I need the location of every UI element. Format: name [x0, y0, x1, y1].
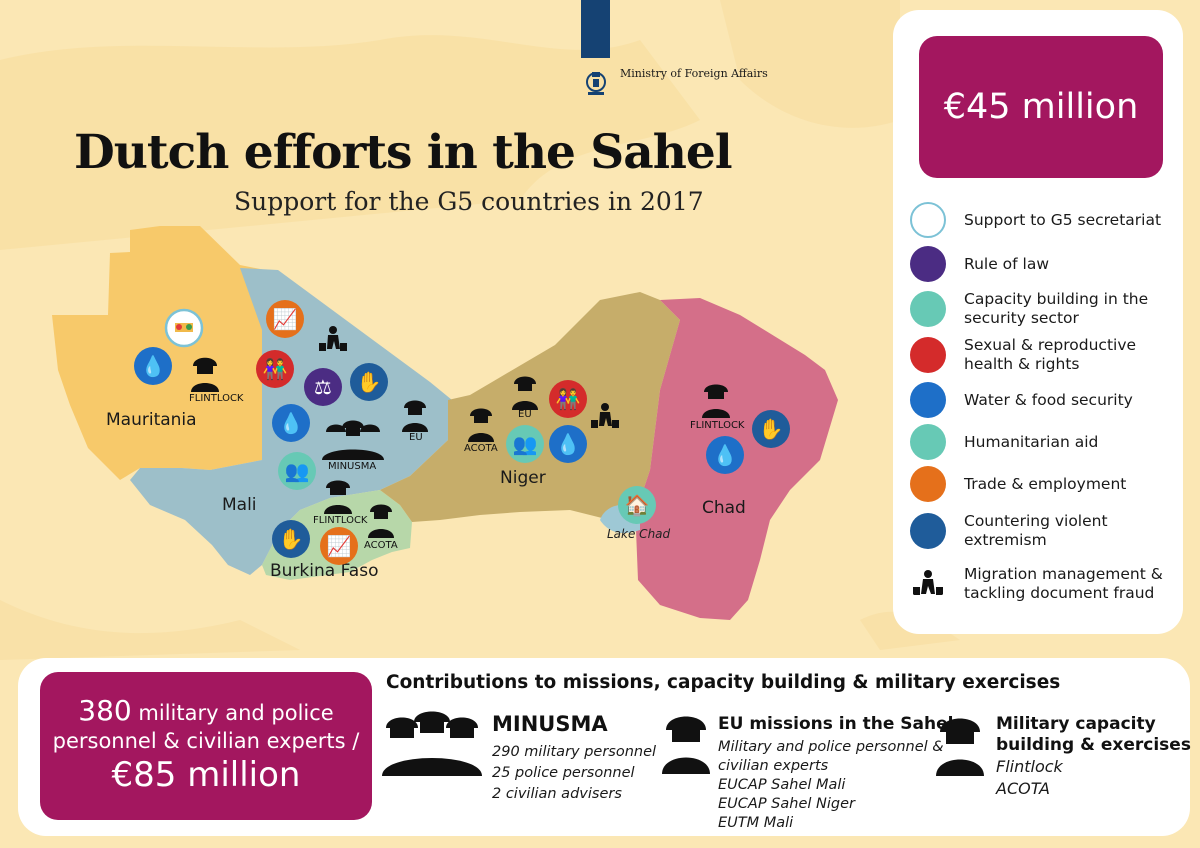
- legend-label: Capacity building in the security sector: [964, 290, 1149, 327]
- military-line: ACOTA: [996, 779, 1050, 798]
- soldier-nl-chad-icon: [702, 384, 730, 418]
- soldier-eu-icon: [402, 400, 428, 432]
- minusma-line: 290 military personnel: [492, 744, 657, 760]
- health-rights-icon: [910, 337, 946, 373]
- trade-chart-icon: [910, 466, 946, 502]
- water-drop-icon-mali[interactable]: 💧: [272, 404, 310, 442]
- personnel-box: 380 military and police personnel & civi…: [40, 672, 372, 820]
- page-subtitle: Support for the G5 countries in 2017: [234, 187, 704, 216]
- eu-line: EUTM Mali: [718, 815, 794, 831]
- personnel-number: 380: [78, 694, 132, 727]
- g5-sahel-logo-icon: [910, 202, 946, 238]
- legend-item-health[interactable]: Sexual & reproductive health & rights: [910, 336, 1190, 374]
- soldier-eu-icon: [662, 716, 710, 774]
- soldiers-un-group-icon: [322, 420, 384, 460]
- humanitarian-aid-icon: [910, 424, 946, 460]
- label-flintlock-burkina: FLINTLOCK: [313, 515, 368, 526]
- eu-line: civilian experts: [718, 758, 829, 774]
- trade-chart-icon[interactable]: 📈: [266, 300, 304, 338]
- humanitarian-aid-icon-map[interactable]: 🏠: [618, 486, 656, 524]
- legend-item-extremism[interactable]: Countering violent extremism: [910, 512, 1190, 550]
- label-eu-niger: EU: [518, 409, 532, 420]
- migration-traveller-icon[interactable]: [318, 325, 348, 355]
- label-eu-mali: EU: [409, 432, 423, 443]
- military-line: Flintlock: [996, 757, 1063, 776]
- countering-extremism-icon: [910, 513, 946, 549]
- eu-heading: EU missions in the Sahel: [718, 714, 954, 734]
- personnel-budget: €85 million: [111, 755, 301, 795]
- soldier-nl-icon: [191, 357, 219, 392]
- rule-of-law-icon[interactable]: ⚖: [304, 368, 342, 406]
- soldier-nl-burkina-icon: [324, 480, 352, 514]
- personnel-line1: military and police: [138, 701, 334, 725]
- legend-label: Migration management & tackling document…: [964, 565, 1163, 602]
- legend-label: Sexual & reproductive health & rights: [964, 336, 1137, 373]
- label-chad: Chad: [702, 498, 746, 518]
- ministry-crest-icon: [586, 72, 606, 95]
- label-acota-niger: ACOTA: [464, 443, 498, 454]
- g5-sahel-logo-icon[interactable]: [164, 308, 204, 348]
- military-heading-2: building & exercises: [996, 735, 1191, 755]
- legend-label: Humanitarian aid: [964, 432, 1099, 451]
- eu-line: EUCAP Sahel Mali: [718, 777, 846, 793]
- legend-label: Water & food security: [964, 390, 1133, 409]
- label-mali: Mali: [222, 495, 257, 515]
- soldier-eu-niger-icon: [512, 376, 538, 410]
- health-rights-icon-niger[interactable]: 👫: [549, 380, 587, 418]
- legend-label: Rule of law: [964, 254, 1050, 273]
- legend-label: Countering violent extremism: [964, 512, 1108, 549]
- capacity-building-icon-niger[interactable]: 👥: [506, 425, 544, 463]
- capacity-building-icon[interactable]: 👥: [278, 452, 316, 490]
- soldier-acota-burkina-icon: [368, 504, 394, 538]
- capacity-building-icon: [910, 291, 946, 327]
- eu-line: EUCAP Sahel Niger: [718, 796, 855, 812]
- trade-chart-icon-burkina[interactable]: 📈: [320, 527, 358, 565]
- label-minusma-map: MINUSMA: [328, 461, 377, 472]
- water-drop-icon: [910, 382, 946, 418]
- countering-extremism-icon-burkina[interactable]: ✋: [272, 520, 310, 558]
- label-mauritania: Mauritania: [106, 410, 197, 430]
- countering-extremism-icon[interactable]: ✋: [350, 363, 388, 401]
- countering-extremism-icon-chad[interactable]: ✋: [752, 410, 790, 448]
- legend-item-humanitarian[interactable]: Humanitarian aid: [910, 424, 1190, 460]
- minusma-line: 2 civilian advisers: [492, 786, 622, 802]
- soldier-acota-niger-icon: [468, 408, 494, 442]
- water-drop-icon-chad[interactable]: 💧: [706, 436, 744, 474]
- budget-box: €45 million: [919, 36, 1163, 178]
- rule-of-law-icon: [910, 246, 946, 282]
- label-flintlock-chad: FLINTLOCK: [690, 420, 745, 431]
- migration-traveller-icon-niger[interactable]: [590, 402, 620, 432]
- label-niger: Niger: [500, 468, 546, 488]
- label-burkina-faso: Burkina Faso: [270, 561, 379, 581]
- legend-item-rule-of-law[interactable]: Rule of law: [910, 246, 1190, 282]
- minusma-line: 25 police personnel: [492, 765, 635, 781]
- personnel-line2: personnel & civilian experts /: [52, 729, 360, 753]
- minusma-heading: MINUSMA: [492, 712, 608, 736]
- soldier-nl-icon: [936, 718, 984, 776]
- label-lake-chad: Lake Chad: [607, 527, 671, 541]
- ministry-name: Ministry of Foreign Affairs: [620, 67, 768, 80]
- soldiers-un-group-icon: [382, 711, 482, 776]
- water-drop-icon-niger[interactable]: 💧: [549, 425, 587, 463]
- legend-label: Trade & employment: [964, 474, 1127, 493]
- legend-item-water[interactable]: Water & food security: [910, 382, 1190, 418]
- label-flintlock-mauritania: FLINTLOCK: [189, 393, 244, 404]
- legend-item-capacity[interactable]: Capacity building in the security sector: [910, 290, 1190, 328]
- water-drop-icon[interactable]: 💧: [134, 347, 172, 385]
- legend-label: Support to G5 secretariat: [964, 210, 1162, 229]
- page-title: Dutch efforts in the Sahel: [74, 125, 733, 180]
- legend-item-g5[interactable]: Support to G5 secretariat: [910, 202, 1190, 238]
- military-heading-1: Military capacity: [996, 714, 1156, 734]
- ministry-logo-bar: [581, 0, 610, 58]
- migration-traveller-icon: [913, 570, 943, 595]
- contributions-title: Contributions to missions, capacity buil…: [386, 672, 1061, 693]
- legend-item-migration[interactable]: Migration management & tackling document…: [910, 565, 1190, 603]
- label-acota-burkina: ACOTA: [364, 540, 398, 551]
- legend-item-trade[interactable]: Trade & employment: [910, 466, 1190, 502]
- eu-line: Military and police personnel &: [718, 739, 944, 755]
- health-rights-icon[interactable]: 👫: [256, 350, 294, 388]
